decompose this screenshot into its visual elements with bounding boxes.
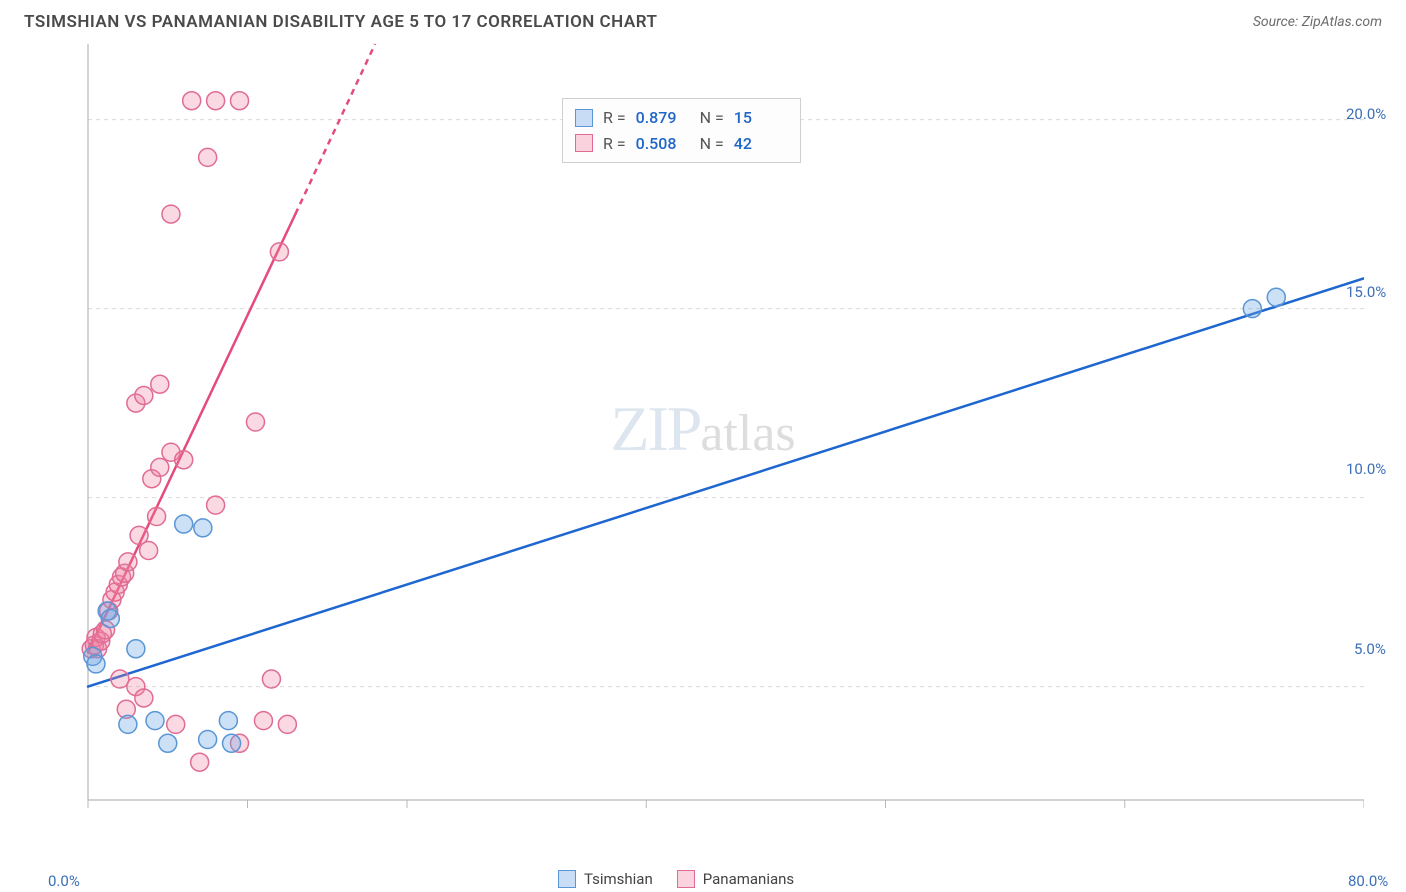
- stats-legend-box: R = 0.879 N = 15 R = 0.508 N = 42: [562, 98, 801, 163]
- legend-swatch-panamanians: [677, 870, 695, 888]
- stat-r-label: R =: [603, 105, 626, 131]
- stat-r-tsimshian: 0.879: [636, 105, 690, 131]
- stats-row-tsimshian: R = 0.879 N = 15: [575, 105, 788, 131]
- stat-r-label-2: R =: [603, 131, 626, 157]
- bottom-legend: Tsimshian Panamanians: [558, 870, 794, 888]
- legend-label-tsimshian: Tsimshian: [584, 870, 653, 888]
- y-axis-label-20: 20.0%: [1346, 105, 1386, 123]
- stat-n-tsimshian: 15: [734, 105, 788, 131]
- stat-r-panamanians: 0.508: [636, 131, 690, 157]
- stat-n-label-2: N =: [700, 131, 724, 157]
- y-axis-label-10: 10.0%: [1346, 460, 1386, 478]
- legend-swatch-tsimshian: [558, 870, 576, 888]
- chart-source: Source: ZipAtlas.com: [1253, 14, 1382, 30]
- swatch-tsimshian: [575, 109, 593, 127]
- y-axis-label-5: 5.0%: [1354, 640, 1386, 658]
- legend-item-tsimshian: Tsimshian: [558, 870, 653, 888]
- chart-header: TSIMSHIAN VS PANAMANIAN DISABILITY AGE 5…: [0, 0, 1406, 40]
- chart-title: TSIMSHIAN VS PANAMANIAN DISABILITY AGE 5…: [24, 12, 657, 32]
- legend-item-panamanians: Panamanians: [677, 870, 794, 888]
- swatch-panamanians: [575, 134, 593, 152]
- legend-label-panamanians: Panamanians: [703, 870, 794, 888]
- x-axis-label-0: 0.0%: [48, 872, 80, 890]
- stats-row-panamanians: R = 0.508 N = 42: [575, 131, 788, 157]
- stat-n-label: N =: [700, 105, 724, 131]
- stat-n-panamanians: 42: [734, 131, 788, 157]
- chart-area: Disability Age 5 to 17 ZIPatlas R = 0.87…: [18, 40, 1388, 850]
- y-axis-label-15: 15.0%: [1346, 283, 1386, 301]
- x-axis-label-80: 80.0%: [1348, 872, 1388, 890]
